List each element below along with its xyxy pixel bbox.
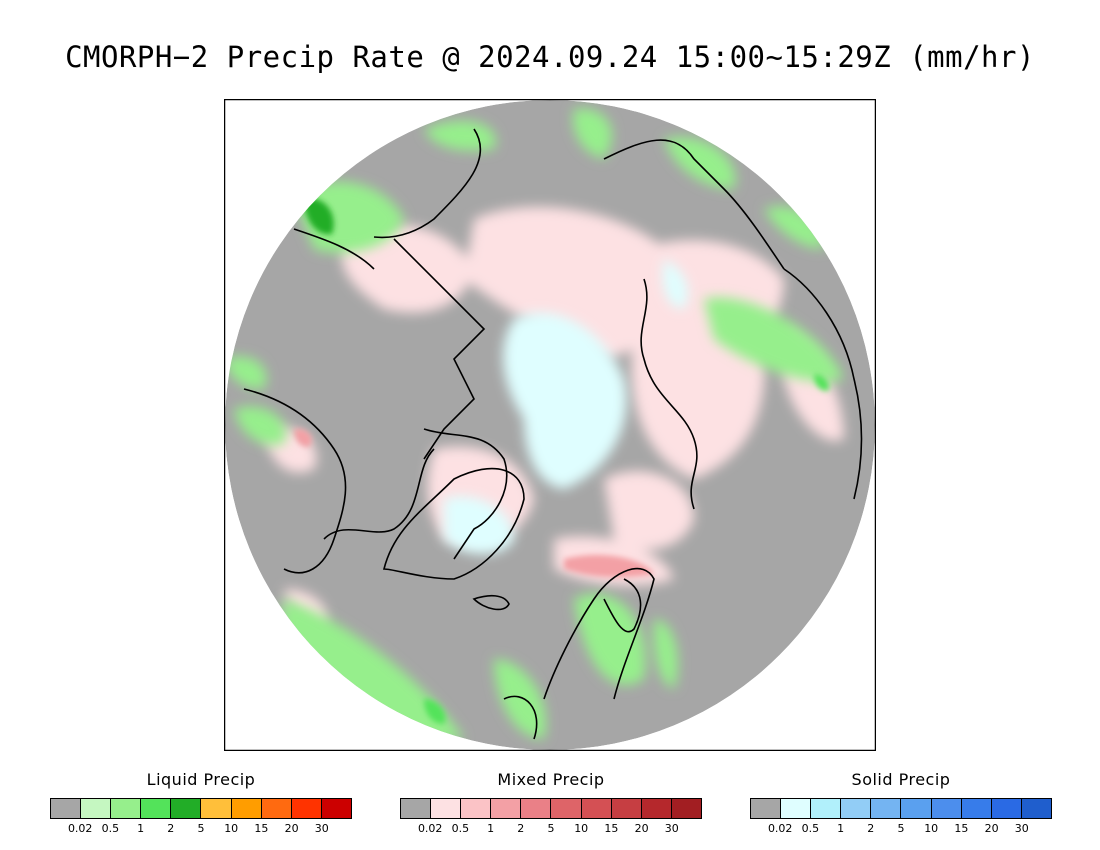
- legend-swatch-5: [901, 799, 932, 818]
- legend-tick-label: 0.5: [101, 822, 120, 835]
- legend-tick-label: 15: [604, 822, 619, 835]
- legend-tick-label: 0.5: [801, 822, 820, 835]
- liquid-precip-areas: [225, 108, 844, 741]
- legend-tick-label: 5: [897, 822, 905, 835]
- chart-title: CMORPH−2 Precip Rate @ 2024.09.24 15:00~…: [65, 40, 1035, 74]
- legend-swatches: [750, 798, 1052, 819]
- legend-ticks: 0.02 0.5 1 2 5 10 15 20 30: [50, 822, 352, 836]
- legend-tick-label: 20: [984, 822, 999, 835]
- legend-solid-precip: Solid Precip 0.02 0.5 1 2 5 10 15 20 30: [750, 770, 1052, 836]
- legend-swatch-3: [141, 799, 172, 818]
- legend-swatch-3: [491, 799, 522, 818]
- legend-ticks: 0.02 0.5 1 2 5 10 15 20 30: [400, 822, 702, 836]
- legend-tick-label: 0.02: [417, 822, 443, 835]
- legend-swatch-7: [261, 799, 292, 818]
- legend-swatch-6: [581, 799, 612, 818]
- legend-tick-label: 2: [867, 822, 875, 835]
- legend-tick-label: 10: [574, 822, 589, 835]
- legend-swatch-9: [1021, 799, 1051, 818]
- legend-swatch-9: [321, 799, 351, 818]
- legend-swatch-0: [51, 799, 82, 818]
- legend-swatch-5: [201, 799, 232, 818]
- legend-swatch-6: [931, 799, 962, 818]
- legend-swatch-1: [431, 799, 462, 818]
- legend-tick-label: 20: [284, 822, 299, 835]
- legend-swatch-4: [171, 799, 202, 818]
- legend-title: Solid Precip: [851, 770, 951, 789]
- heavier-mixed-precip: [294, 428, 654, 578]
- legend-swatch-2: [461, 799, 492, 818]
- legend-tick-label: 30: [664, 822, 679, 835]
- legend-swatch-7: [961, 799, 992, 818]
- legend-tick-label: 2: [517, 822, 525, 835]
- legend-tick-label: 0.5: [451, 822, 470, 835]
- legend-swatch-2: [811, 799, 842, 818]
- legend-tick-label: 5: [197, 822, 205, 835]
- legend-tick-label: 1: [137, 822, 145, 835]
- legend-swatches: [400, 798, 702, 819]
- legend-tick-label: 1: [837, 822, 845, 835]
- legend-swatch-0: [401, 799, 432, 818]
- legend-tick-label: 10: [224, 822, 239, 835]
- legend-tick-label: 0.02: [67, 822, 93, 835]
- legend-swatch-4: [521, 799, 552, 818]
- map-canvas: [224, 99, 876, 751]
- legend-swatch-5: [551, 799, 582, 818]
- legend-tick-label: 30: [1014, 822, 1029, 835]
- legend-swatch-0: [751, 799, 782, 818]
- legend-swatch-2: [111, 799, 142, 818]
- legend-tick-label: 30: [314, 822, 329, 835]
- moderate-rain-areas: [304, 198, 830, 724]
- precip-field: [225, 100, 875, 750]
- legend-swatch-1: [81, 799, 112, 818]
- legend-tick-label: 5: [547, 822, 555, 835]
- legend-swatch-8: [641, 799, 672, 818]
- legend-swatch-3: [841, 799, 872, 818]
- legend-tick-label: 15: [954, 822, 969, 835]
- legend-tick-label: 15: [254, 822, 269, 835]
- polar-map: [224, 99, 876, 751]
- legend-swatch-6: [231, 799, 262, 818]
- legend-tick-label: 10: [924, 822, 939, 835]
- legend-swatch-9: [671, 799, 701, 818]
- legend-tick-label: 2: [167, 822, 175, 835]
- legend-tick-label: 0.02: [767, 822, 793, 835]
- legend-swatch-7: [611, 799, 642, 818]
- coastlines: [243, 128, 863, 740]
- legend-ticks: 0.02 0.5 1 2 5 10 15 20 30: [750, 822, 1052, 836]
- legend-title: Mixed Precip: [497, 770, 605, 789]
- map-border: [224, 99, 876, 751]
- legend-title: Liquid Precip: [146, 770, 256, 789]
- legend-liquid-precip: Liquid Precip 0.02 0.5 1 2 5 10 15 20 30: [50, 770, 352, 836]
- legend-mixed-precip: Mixed Precip 0.02 0.5 1 2 5 10 15 20 30: [400, 770, 702, 836]
- legend-swatch-4: [871, 799, 902, 818]
- legend-tick-label: 1: [487, 822, 495, 835]
- legend-swatch-8: [291, 799, 322, 818]
- legend-swatch-8: [991, 799, 1022, 818]
- legend-swatches: [50, 798, 352, 819]
- legend-swatch-1: [781, 799, 812, 818]
- legend-tick-label: 20: [634, 822, 649, 835]
